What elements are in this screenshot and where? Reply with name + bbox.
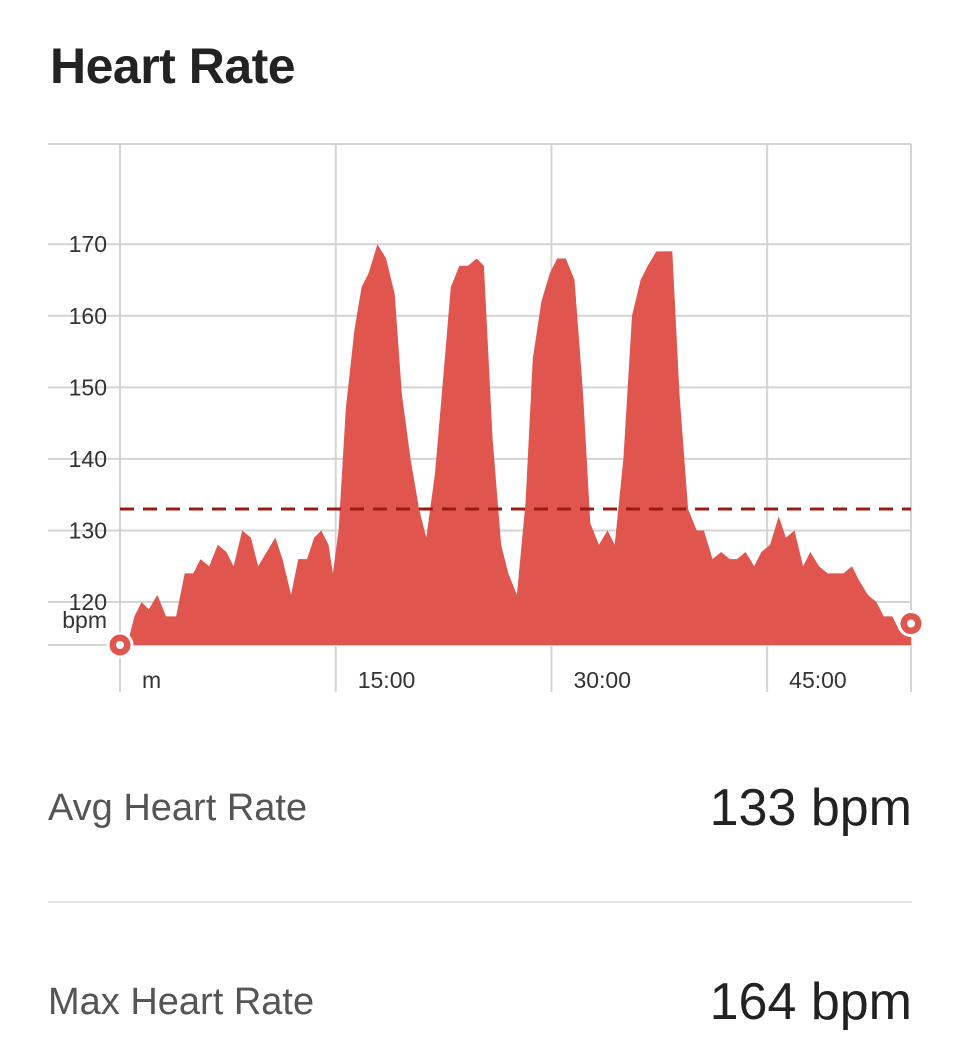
heart-rate-chart: 120 130 140 150 160 170 bpm m 15:00 30:00 45:00 [48, 143, 925, 693]
y-tick-label: 170 [69, 231, 107, 257]
max-heart-rate-row: Max Heart Rate 164 bpm [48, 972, 912, 1032]
x-tick-label: 45:00 [789, 667, 847, 693]
max-heart-rate-value: 164 bpm [709, 973, 912, 1031]
x-tick-label: m [142, 667, 161, 693]
y-tick-label: 140 [69, 446, 107, 472]
avg-heart-rate-value: 133 bpm [709, 779, 912, 837]
y-unit-label: bpm [62, 607, 107, 633]
avg-heart-rate-label: Avg Heart Rate [48, 786, 308, 829]
end-marker-center [907, 619, 915, 628]
max-heart-rate-label: Max Heart Rate [48, 980, 315, 1023]
y-tick-label: 160 [69, 303, 107, 329]
stats-divider [48, 901, 912, 903]
avg-heart-rate-row: Avg Heart Rate 133 bpm [48, 778, 912, 838]
start-marker-center [116, 641, 124, 649]
y-tick-label: 150 [69, 374, 107, 400]
x-tick-label: 15:00 [358, 667, 416, 693]
x-tick-label: 30:00 [573, 667, 631, 693]
y-tick-label: 120 [69, 589, 107, 615]
heart-rate-area [120, 244, 911, 645]
page-title: Heart Rate [50, 38, 296, 94]
y-tick-label: 130 [69, 517, 107, 543]
